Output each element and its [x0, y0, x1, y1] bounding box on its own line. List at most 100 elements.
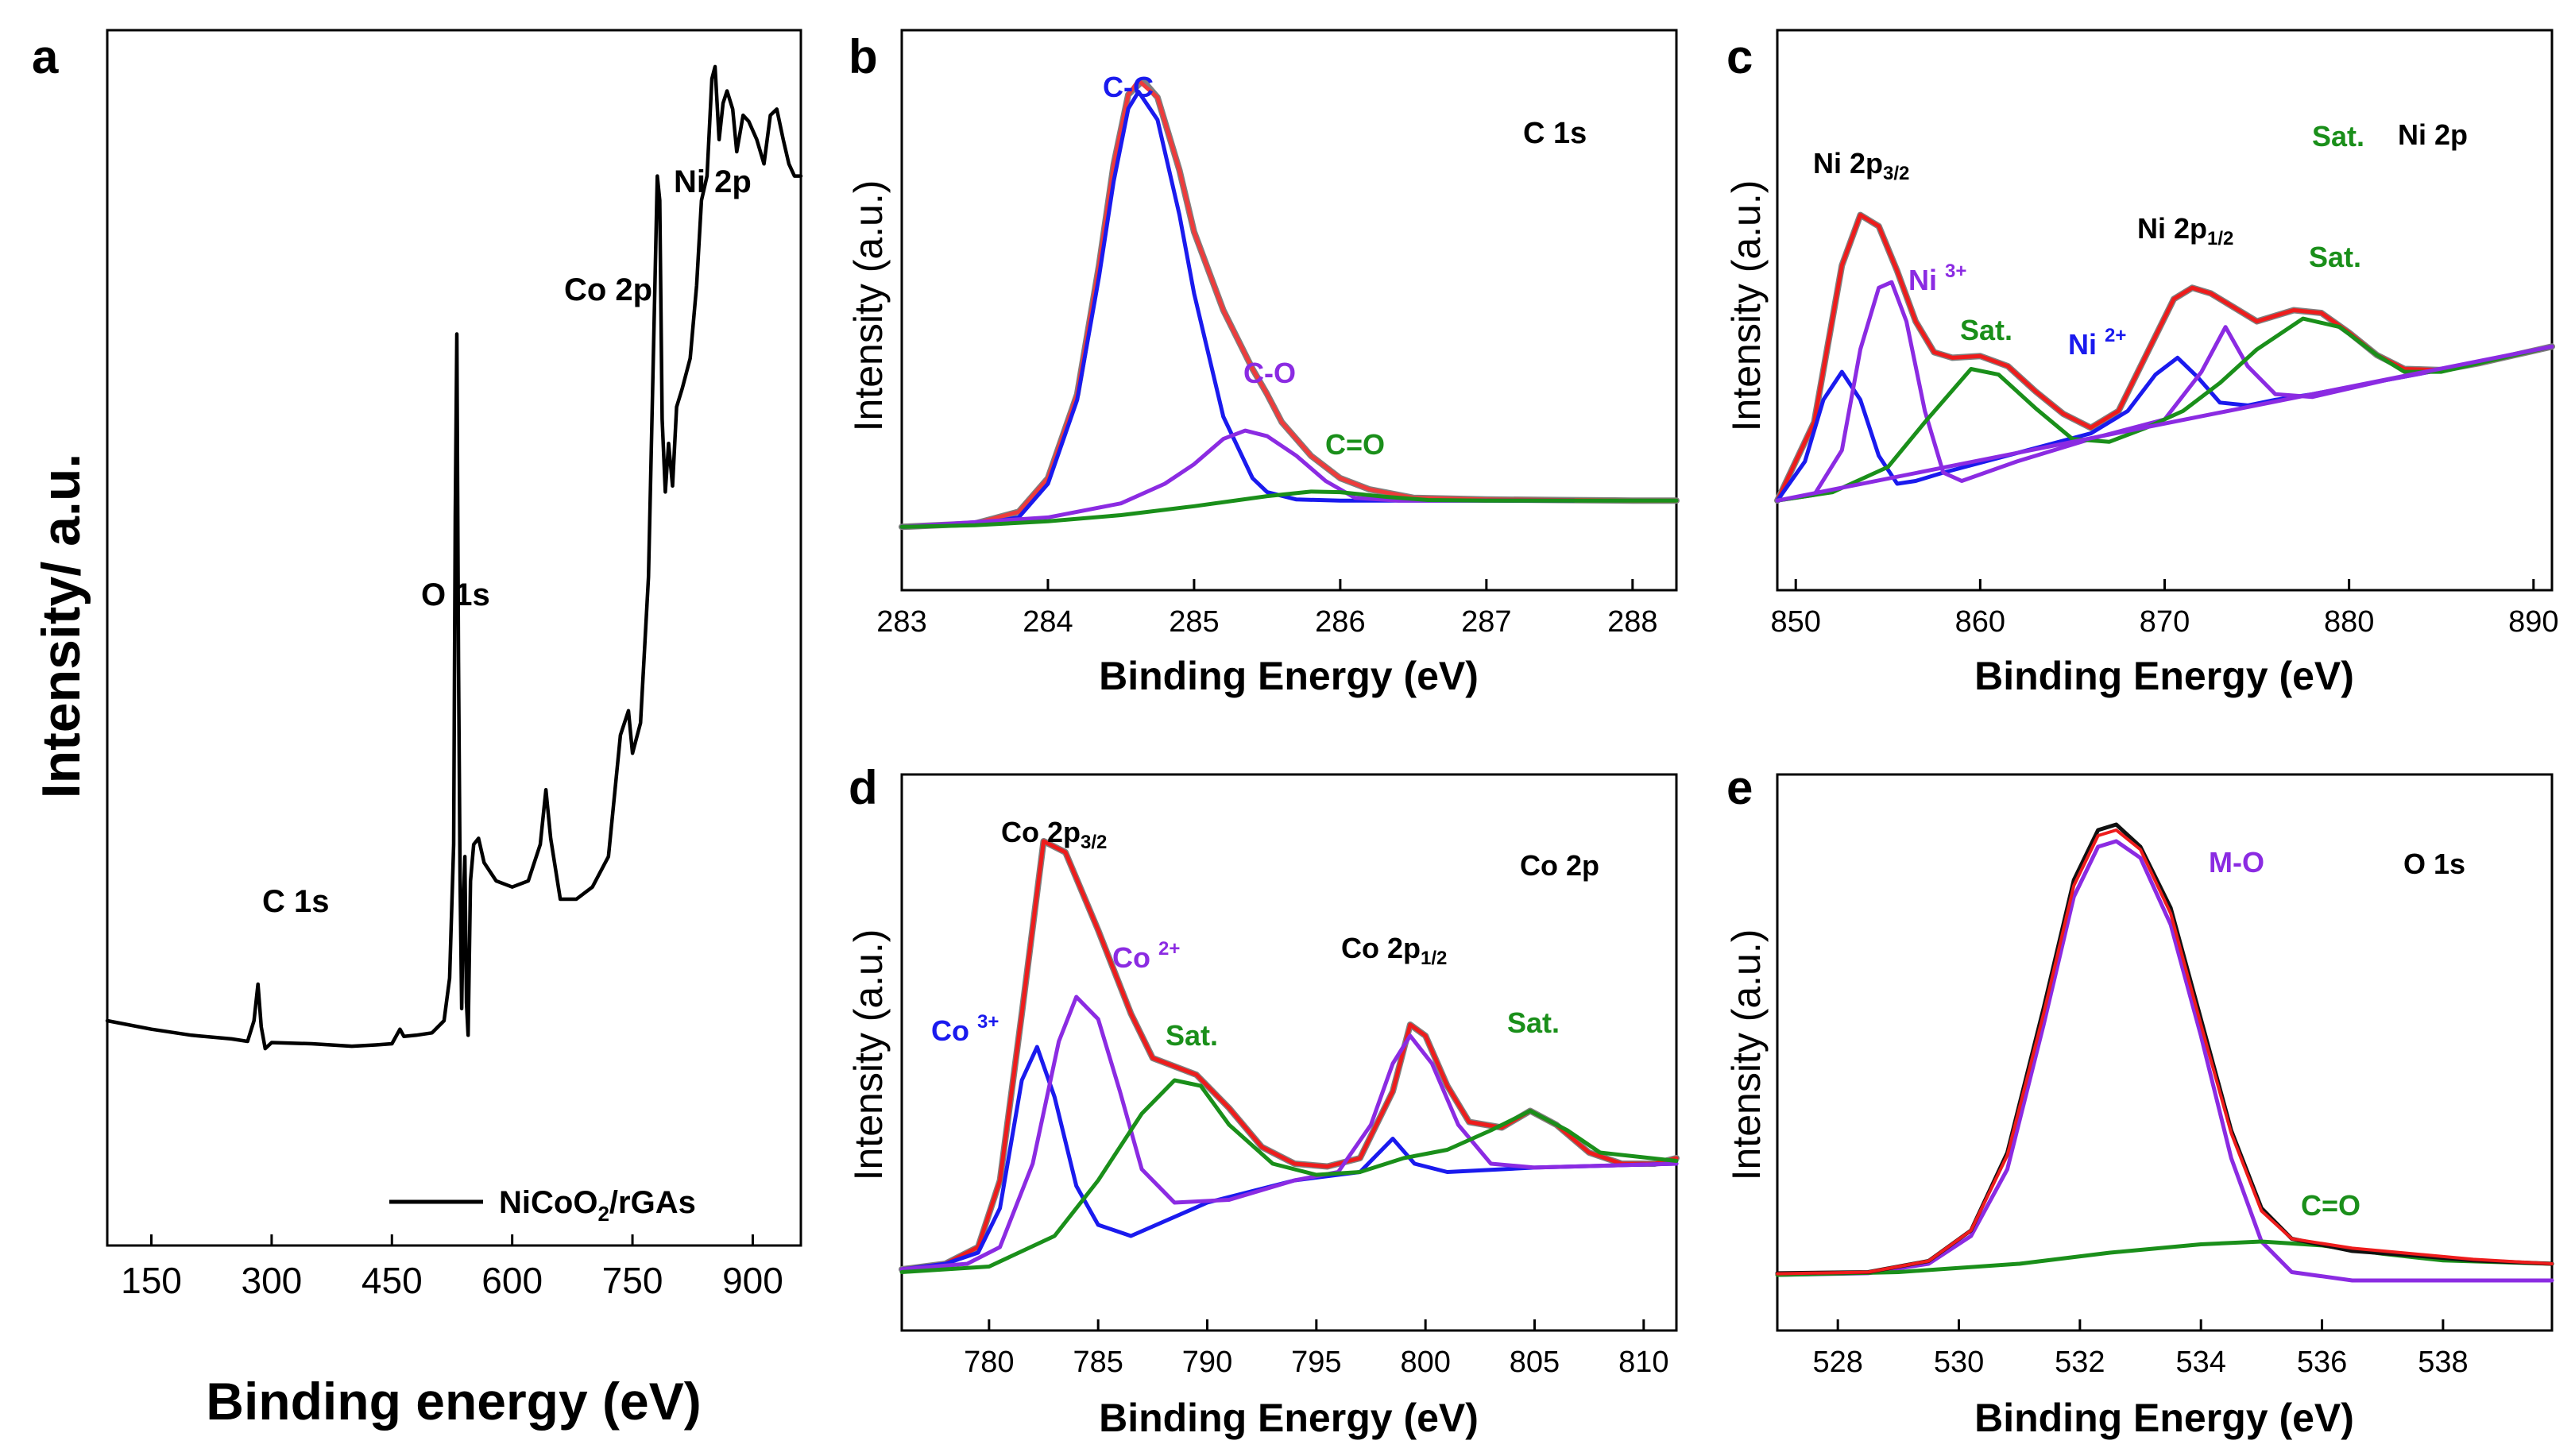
- x-tick-label-a: 750: [602, 1260, 663, 1301]
- annotation-ni2plus: Ni 2+: [2068, 325, 2126, 361]
- series-line-e-raw-data: [1775, 822, 2554, 1276]
- x-tick-label-e: 532: [2055, 1346, 2105, 1379]
- series-line-c-background: [1775, 344, 2554, 503]
- panel-label-a: a: [32, 30, 59, 83]
- x-tick-label-d: 795: [1291, 1346, 1341, 1379]
- annotation-co: C-O: [1243, 357, 1296, 389]
- x-tick-label-c: 890: [2508, 605, 2558, 639]
- x-axis-label-a: Binding energy (eV): [206, 1372, 701, 1431]
- x-ticks-e: 528 530 532 534 536 538: [1812, 1319, 2469, 1379]
- plot-frame-e: [1776, 773, 2554, 1332]
- annotation-ni2p: Ni 2p: [674, 164, 752, 199]
- x-axis-label-c: Binding Energy (eV): [1974, 654, 2354, 698]
- x-tick-label-c: 850: [1771, 605, 1821, 639]
- annotation-co2p32: Co 2p3/2: [1001, 816, 1107, 853]
- series-layer-b: [899, 77, 1680, 531]
- y-axis-label-b: Intensity (a.u.): [846, 180, 891, 432]
- series-layer-d: [899, 838, 1680, 1274]
- annotation-c-double-o-e: C=O: [2301, 1189, 2360, 1222]
- x-tick-label-a: 450: [362, 1260, 423, 1301]
- x-tick-label-d: 810: [1618, 1346, 1668, 1379]
- annotation-sat-c2: Sat.: [2309, 241, 2361, 273]
- x-ticks-d: 780 785 790 795 800 805 810: [964, 1319, 1669, 1379]
- x-tick-label-d: 800: [1400, 1346, 1450, 1379]
- series-line-e-m-o: [1775, 839, 2554, 1283]
- x-tick-label-b: 283: [876, 605, 926, 639]
- x-tick-label-e: 530: [1934, 1346, 1984, 1379]
- annotation-sat-c3: Sat.: [2312, 120, 2364, 153]
- x-ticks-b: 283 284 285 286 287 288: [876, 579, 1658, 639]
- series-line-c-sat-: [1775, 316, 2554, 503]
- x-tick-label-c: 880: [2324, 605, 2374, 639]
- panel-b: b Intensity (a.u.) 283 284 285 286 287 288 Bi…: [846, 29, 1680, 698]
- x-tick-label-e: 528: [1812, 1346, 1862, 1379]
- annotation-c-double-o: C=O: [1325, 428, 1385, 461]
- annotation-sat-d2: Sat.: [1507, 1006, 1560, 1039]
- annotation-c1s: C 1s: [262, 884, 330, 919]
- x-tick-label-e: 536: [2297, 1346, 2347, 1379]
- panel-label-e: e: [1726, 761, 1753, 814]
- series-line-b-c-o: [899, 428, 1489, 529]
- annotation-mo: M-O: [2209, 846, 2264, 879]
- legend-label-tail: /rGAs: [609, 1185, 696, 1220]
- y-axis-label-e: Intensity (a.u.): [1724, 929, 1769, 1181]
- annotation-o1s: O 1s: [421, 577, 490, 612]
- x-tick-label-b: 286: [1315, 605, 1365, 639]
- x-ticks-c: 850 860 870 880 890: [1771, 579, 2558, 639]
- x-tick-label-c: 860: [1955, 605, 2005, 639]
- plot-frame-c: [1776, 29, 2554, 592]
- legend-label-a: NiCoO2/rGAs: [499, 1185, 696, 1226]
- x-tick-label-a: 600: [481, 1260, 543, 1301]
- annotation-co2p: Co 2p: [564, 272, 652, 307]
- y-axis-label-d: Intensity (a.u.): [846, 929, 891, 1181]
- panel-e: e Intensity (a.u.) 528 530 532 534 536 538 Bi…: [1724, 761, 2554, 1440]
- x-axis-label-d: Binding Energy (eV): [1099, 1396, 1479, 1440]
- y-axis-label-c: Intensity (a.u.): [1724, 180, 1769, 432]
- x-tick-label-b: 285: [1169, 605, 1219, 639]
- series-line-b-c-c: [899, 90, 1576, 529]
- x-ticks-a: 150 300 450 600 750 900: [121, 1234, 783, 1301]
- series-layer-c: [1774, 211, 2555, 504]
- x-tick-label-b: 287: [1461, 605, 1511, 639]
- annotation-ni2p12: Ni 2p1/2: [2137, 212, 2233, 249]
- x-axis-label-e: Binding Energy (eV): [1974, 1396, 2354, 1440]
- series-line-d-sat-: [899, 1078, 1679, 1274]
- x-tick-label-c: 870: [2140, 605, 2190, 639]
- x-tick-label-d: 805: [1510, 1346, 1560, 1379]
- panel-d: d Intensity (a.u.) 780 785 790 795 800 805 810…: [846, 761, 1680, 1440]
- x-tick-label-a: 150: [121, 1260, 182, 1301]
- y-axis-label-a: Intensity/ a.u.: [31, 454, 91, 799]
- series-layer-e: [1775, 822, 2554, 1283]
- x-tick-label-d: 785: [1073, 1346, 1123, 1379]
- x-tick-label-e: 534: [2176, 1346, 2226, 1379]
- x-tick-label-d: 790: [1182, 1346, 1232, 1379]
- annotation-sat-c1: Sat.: [1960, 314, 2012, 346]
- series-line-d-co3-: [899, 1045, 1679, 1272]
- series-line-d-co2-: [899, 994, 1679, 1272]
- annotation-cc: C-C: [1103, 71, 1154, 103]
- panel-a: a Intensity/ a.u. 150 300 450 600 750 900 Bin…: [31, 29, 803, 1431]
- series-line-b-c-o: [899, 489, 1679, 529]
- legend-label-main: NiCoO: [499, 1185, 597, 1220]
- panel-c: c Intensity (a.u.) 850 860 870 880 890 Bindi…: [1724, 29, 2558, 698]
- plot-frame-d: [900, 773, 1678, 1332]
- legend-a: NiCoO2/rGAs: [389, 1185, 696, 1226]
- panel-label-d: d: [849, 761, 878, 814]
- x-tick-label-b: 284: [1023, 605, 1073, 639]
- plot-frame-b: [900, 29, 1678, 592]
- annotation-ni2p32: Ni 2p3/2: [1813, 147, 1909, 184]
- x-tick-label-a: 900: [722, 1260, 783, 1301]
- legend-label-sub: 2: [597, 1202, 609, 1226]
- plot-frame-a: [106, 29, 802, 1247]
- panel-title-d: Co 2p: [1520, 849, 1599, 882]
- annotation-ni3plus: Ni 3+: [1908, 261, 1966, 296]
- x-tick-label-b: 288: [1607, 605, 1657, 639]
- series-line-e-envelope: [1776, 828, 2554, 1276]
- series-layer-a: [105, 64, 803, 1051]
- annotation-sat-d1: Sat.: [1166, 1019, 1218, 1052]
- panel-label-c: c: [1726, 30, 1753, 83]
- panel-label-b: b: [849, 30, 878, 83]
- panel-title-b: C 1s: [1523, 117, 1587, 150]
- x-axis-label-b: Binding Energy (eV): [1099, 654, 1479, 698]
